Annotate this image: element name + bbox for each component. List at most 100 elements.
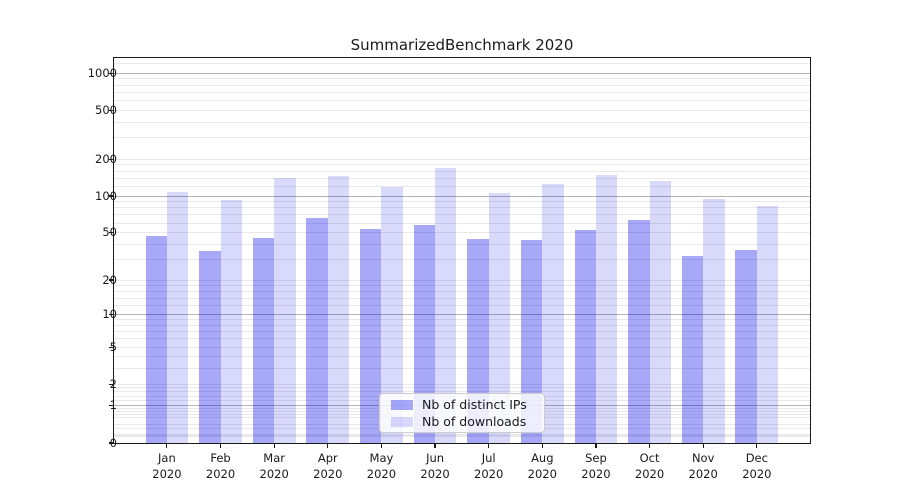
bar-distinct-ips xyxy=(199,251,221,443)
x-tick-mark xyxy=(219,443,222,448)
bar-downloads xyxy=(542,184,564,443)
y-tick-label: 200 xyxy=(95,151,117,166)
x-tick-label: May 2020 xyxy=(366,451,397,481)
gridline-minor xyxy=(114,63,810,65)
gridline-minor xyxy=(114,121,810,123)
gridline-minor xyxy=(114,433,810,435)
x-tick-mark xyxy=(648,443,651,448)
gridline-minor xyxy=(114,324,810,326)
gridline-minor xyxy=(114,387,810,389)
legend-item-distinct-ips: Nb of distinct IPs xyxy=(380,396,544,413)
y-tick-label: 2 xyxy=(109,376,117,391)
gridline-major xyxy=(114,195,810,197)
gridline-minor xyxy=(114,243,810,245)
x-tick-label: Jan 2020 xyxy=(152,451,182,481)
legend-swatch-downloads xyxy=(391,416,413,427)
gridline-minor xyxy=(114,284,810,286)
bar-downloads xyxy=(703,199,725,443)
chart-title: SummarizedBenchmark 2020 xyxy=(350,36,574,54)
gridline-minor xyxy=(114,331,810,333)
gridline-minor xyxy=(114,207,810,209)
gridline xyxy=(114,109,810,111)
x-tick-label: Dec 2020 xyxy=(742,451,772,481)
x-tick-label: Sep 2020 xyxy=(581,451,611,481)
bar-distinct-ips xyxy=(252,238,275,443)
y-tick-label: 5 xyxy=(109,339,117,354)
gridline-minor xyxy=(114,297,810,299)
x-tick-mark xyxy=(488,443,490,448)
bar-downloads xyxy=(756,205,779,443)
gridline-minor xyxy=(114,100,810,102)
gridline-minor xyxy=(114,305,810,307)
x-tick-label: Oct 2020 xyxy=(634,451,665,481)
gridline xyxy=(114,158,810,160)
bar-distinct-ips xyxy=(628,219,650,443)
plot-area: Nb of distinct IPs Nb of downloads xyxy=(113,57,811,444)
gridline-minor xyxy=(114,84,810,86)
bar-distinct-ips xyxy=(520,240,543,443)
x-tick-mark xyxy=(595,443,597,448)
bar-downloads xyxy=(381,186,403,443)
bar-distinct-ips xyxy=(681,255,704,443)
bar-distinct-ips xyxy=(306,217,328,443)
gridline-minor xyxy=(114,435,810,437)
legend-item-downloads: Nb of downloads xyxy=(380,413,544,430)
bar-distinct-ips xyxy=(467,239,489,443)
gridline-minor xyxy=(114,391,810,393)
x-tick-label: Nov 2020 xyxy=(688,451,718,481)
bar-downloads xyxy=(595,174,618,443)
gridline-minor xyxy=(114,201,810,203)
bar-downloads xyxy=(327,175,350,443)
y-tick-label: 0 xyxy=(109,435,117,450)
bar-distinct-ips xyxy=(413,224,436,443)
gridline xyxy=(114,279,810,281)
gridline-major xyxy=(114,314,810,316)
gridline-minor xyxy=(114,338,810,340)
gridline-minor xyxy=(114,185,810,187)
x-tick-label: Jun 2020 xyxy=(420,451,450,481)
bar-distinct-ips xyxy=(574,229,596,443)
y-tick-label: 1000 xyxy=(87,65,117,80)
bar-downloads xyxy=(274,178,296,443)
y-tick-mark xyxy=(108,442,113,444)
y-tick-mark xyxy=(108,109,113,111)
gridline-minor xyxy=(114,91,810,93)
legend: Nb of distinct IPs Nb of downloads xyxy=(379,393,545,433)
bar-downloads xyxy=(488,193,511,443)
y-tick-mark xyxy=(108,383,113,385)
x-tick-mark xyxy=(541,443,543,448)
bar-downloads xyxy=(166,191,189,443)
x-tick-mark xyxy=(380,443,382,448)
legend-label-downloads: Nb of downloads xyxy=(422,414,527,429)
x-tick-mark xyxy=(702,443,704,448)
bar-distinct-ips xyxy=(145,235,167,443)
y-tick-mark xyxy=(108,279,113,281)
gridline-minor xyxy=(114,258,810,260)
bar-downloads xyxy=(649,181,671,443)
gridline-minor xyxy=(114,368,810,370)
gridline-minor xyxy=(114,436,810,438)
gridline-minor xyxy=(114,434,810,436)
x-tick-label: Apr 2020 xyxy=(313,451,343,481)
gridline-minor xyxy=(114,222,810,224)
x-tick-label: Aug 2020 xyxy=(527,451,557,481)
gridline-minor xyxy=(114,137,810,139)
y-tick-label: 500 xyxy=(95,102,117,117)
y-tick-mark xyxy=(108,195,113,197)
y-tick-label: 1 xyxy=(109,398,117,413)
gridline-major xyxy=(114,72,810,74)
y-tick-mark xyxy=(108,314,113,316)
x-tick-label: Jul 2020 xyxy=(474,451,504,481)
gridline-minor xyxy=(114,356,810,358)
x-tick-mark xyxy=(273,443,275,448)
gridline-minor xyxy=(114,164,810,166)
y-tick-mark xyxy=(108,158,113,160)
gridline-minor xyxy=(114,319,810,321)
gridline-minor xyxy=(114,214,810,216)
x-tick-mark xyxy=(327,443,329,448)
y-tick-mark xyxy=(108,72,113,74)
y-tick-label: 100 xyxy=(95,188,117,203)
x-tick-mark xyxy=(166,443,168,448)
bar-distinct-ips xyxy=(360,228,382,443)
